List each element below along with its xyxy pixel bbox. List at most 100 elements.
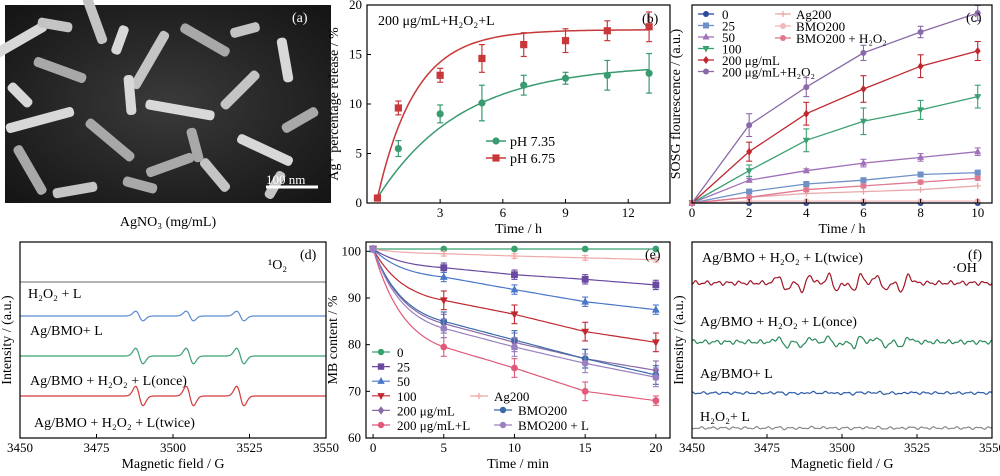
panel-b-legend-marker [492, 154, 500, 162]
panel-c-point [917, 179, 924, 186]
nanorod [52, 181, 98, 199]
panel-f-series-label: Ag/BMO + H₂O₂ + L(once) [700, 315, 857, 330]
panel-e-point [652, 245, 660, 253]
nanorod [123, 74, 137, 116]
nanorod [186, 127, 204, 163]
panel-e-point [439, 297, 448, 305]
panel-c-point [803, 181, 810, 187]
panel-c-point [917, 107, 925, 114]
panel-b-point [436, 71, 444, 79]
panel-b-point [478, 99, 486, 107]
panel-b-point [645, 69, 653, 77]
panel-c-line-5 [691, 12, 978, 204]
panel-f-annotation: ·OH [952, 261, 977, 276]
nanorod [33, 57, 87, 83]
panel-e-point [440, 324, 448, 332]
panel-f-spectrum-3 [691, 425, 992, 431]
panel-c-point [859, 118, 867, 126]
panel-e-legend-label: 100 [397, 389, 417, 404]
panel-e-point [510, 285, 519, 293]
panel-e: 0 5 10 15 20 60 70 80 90 100 Time / min MB content … [326, 241, 671, 472]
panel-b-ylabel: Ag⁺ percentage release / % [327, 27, 342, 181]
panel-b-xtick-label: 3 [437, 205, 444, 220]
panel-b-title: 200 μg/mL+H₂O₂+L [378, 14, 495, 29]
panel-c-point [917, 186, 924, 193]
panel-c-point [917, 29, 924, 35]
panel-e-point [651, 339, 660, 347]
panel-b-xlabel: Time / h [495, 222, 542, 237]
panel-c-legend-label: 200 μg/mL+H₂O₂ [722, 65, 815, 80]
panel-f-ylabel: Intensity / (a.u.) [672, 295, 687, 385]
panel-e-legend-marker [377, 377, 385, 384]
panel-c-point [974, 94, 982, 101]
panel-f: Ag/BMO + H₂O₂ + L(twice) Ag/BMO + H₂O₂ + … [672, 241, 1000, 472]
panel-e-legend-marker [377, 406, 385, 415]
panel-c-point [974, 10, 981, 16]
panel-a-letter: (a) [292, 11, 308, 26]
panel-c-point [974, 47, 981, 55]
panel-f-xtick-label: 3550 [979, 440, 1000, 455]
nanorod [264, 170, 286, 200]
panel-c-point [803, 84, 810, 91]
panel-b: 3 6 9 12 0 5 10 15 20 Time / h Ag⁺ percentage rele… [327, 0, 671, 237]
panel-c-legend-marker [780, 23, 786, 29]
panel-e-legend-marker [377, 363, 385, 370]
panel-e-point [511, 245, 518, 253]
panel-b-point [561, 37, 570, 45]
nanorod [82, 0, 108, 45]
panel-e-xtick-label: 10 [508, 440, 521, 455]
panel-e-xlabel: Time / min [487, 457, 549, 472]
panel-d-series-label: H₂O₂ + L [28, 287, 81, 302]
panel-c-line-7 [691, 200, 978, 204]
panel-e-legend-label: 200 μg/mL+L [397, 418, 470, 433]
panel-c-point [745, 168, 753, 175]
nanorod [85, 118, 135, 162]
panel-c-line-2 [691, 151, 978, 204]
panel-f-xtick-label: 3450 [679, 440, 705, 455]
panel-e-legend-label: BMO200 + L [518, 418, 589, 433]
panel-b-legend-label: pH 6.75 [510, 152, 555, 167]
panel-b-point [394, 104, 402, 112]
panel-c-legend-marker [703, 68, 709, 75]
panel-b-ytick-label: 5 [356, 146, 363, 161]
panel-c-point [860, 182, 867, 189]
nanorod [5, 107, 75, 133]
panel-e-point [652, 397, 660, 405]
panel-e-legend-marker [475, 392, 483, 400]
panel-c-point [803, 186, 810, 193]
panel-f-spectrum-1 [691, 335, 993, 350]
panel-c-xlabel: Time / h [819, 222, 866, 237]
panel-b-point [520, 81, 528, 89]
panel-c-xtick-label: 0 [689, 205, 696, 220]
panel-c-line-3 [691, 95, 978, 204]
panel-c-point [746, 194, 753, 201]
nanorod [199, 158, 231, 192]
panel-c-xtick-label: 6 [860, 205, 867, 220]
panel-c-xtick-label: 4 [803, 205, 810, 220]
panel-c-point [974, 175, 981, 182]
panel-c-point [746, 147, 753, 156]
nanorod [13, 145, 47, 195]
panel-c-point [917, 171, 924, 178]
panel-c-point [860, 177, 867, 184]
panel-b-ytick-label: 20 [349, 0, 362, 12]
panel-e-point [511, 343, 518, 351]
panel-e-legend-label: Ag200 [494, 389, 529, 404]
panel-d-spectrum-1 [20, 310, 326, 322]
panel-e-point [652, 373, 660, 381]
panel-c-point [860, 49, 867, 56]
panel-e-curve-3 [372, 248, 656, 343]
panel-e-xtick-label: 15 [579, 440, 592, 455]
panel-c-frame [691, 4, 993, 204]
panel-b-point [645, 23, 653, 31]
panel-e-point [652, 256, 660, 264]
panel-b-point [603, 27, 611, 35]
panel-e-point [651, 305, 660, 313]
panel-e-xtick-label: 20 [649, 440, 662, 455]
panel-e-point [581, 359, 589, 367]
panel-e-point [511, 364, 518, 372]
nanorod [276, 37, 294, 83]
panel-b-ytick-label: 10 [349, 96, 362, 111]
panel-b-xtick-label: 6 [500, 205, 507, 220]
